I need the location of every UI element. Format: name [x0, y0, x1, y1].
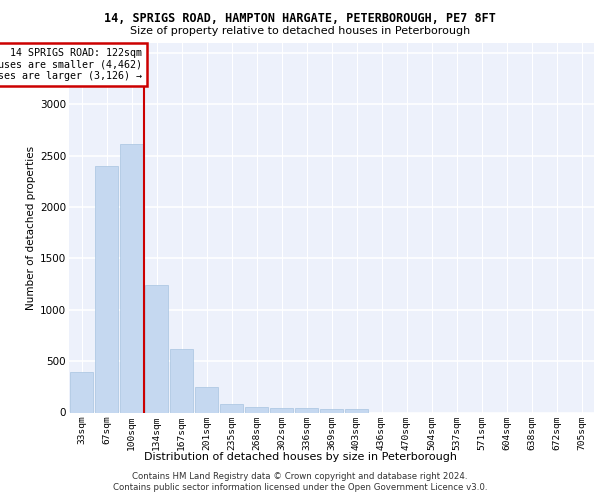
Text: Contains public sector information licensed under the Open Government Licence v3: Contains public sector information licen…	[113, 484, 487, 492]
Bar	[170, 349, 193, 412]
Text: Size of property relative to detached houses in Peterborough: Size of property relative to detached ho…	[130, 26, 470, 36]
Text: Distribution of detached houses by size in Peterborough: Distribution of detached houses by size …	[143, 452, 457, 462]
Bar	[345, 410, 368, 412]
Bar	[95, 166, 118, 412]
Bar	[320, 409, 343, 412]
Text: 14, SPRIGS ROAD, HAMPTON HARGATE, PETERBOROUGH, PE7 8FT: 14, SPRIGS ROAD, HAMPTON HARGATE, PETERB…	[104, 12, 496, 26]
Bar	[245, 407, 268, 412]
Text: 14 SPRIGS ROAD: 122sqm
← 58% of detached houses are smaller (4,462)
41% of semi-: 14 SPRIGS ROAD: 122sqm ← 58% of detached…	[0, 48, 142, 81]
Bar	[195, 387, 218, 412]
Bar	[220, 404, 243, 412]
Y-axis label: Number of detached properties: Number of detached properties	[26, 146, 36, 310]
Bar	[270, 408, 293, 412]
Bar	[120, 144, 143, 412]
Bar	[70, 372, 93, 412]
Bar	[295, 408, 318, 412]
Text: Contains HM Land Registry data © Crown copyright and database right 2024.: Contains HM Land Registry data © Crown c…	[132, 472, 468, 481]
Bar	[145, 285, 168, 412]
